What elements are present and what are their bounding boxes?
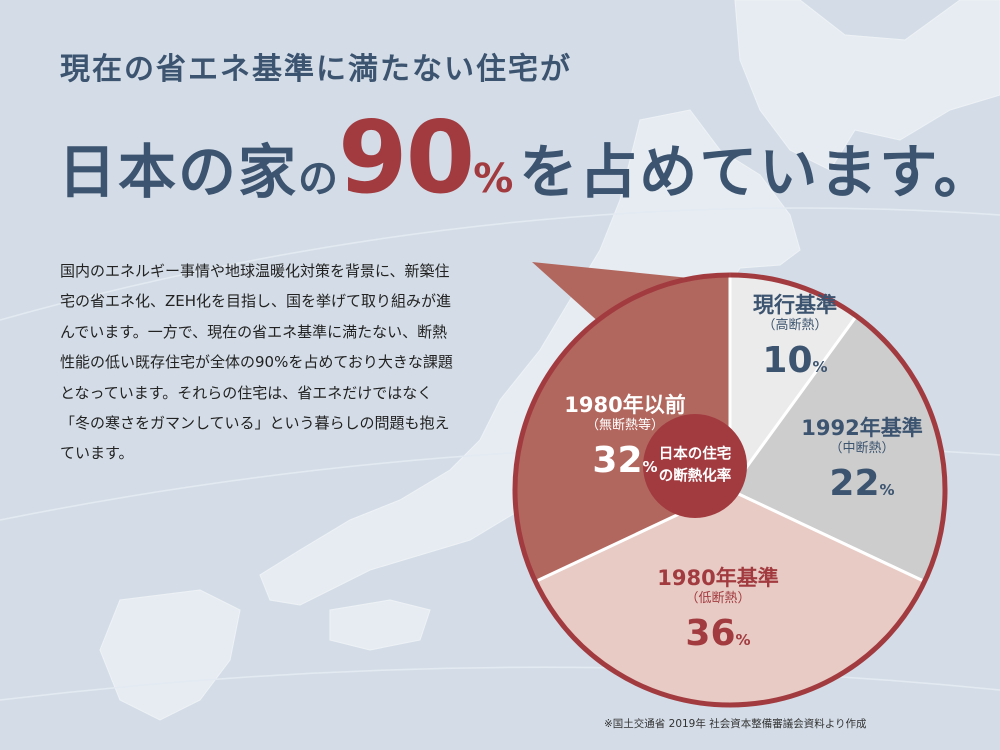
hokkaido-island bbox=[734, 0, 1000, 171]
slice-label-pre-1980: 1980年以前 （無断熱等） 32% bbox=[564, 392, 685, 482]
center-circle bbox=[643, 414, 747, 518]
slice-value-unit: % bbox=[735, 631, 751, 650]
slice-value-number: 10 bbox=[762, 340, 813, 382]
slice-sublabel: （高断熱） bbox=[762, 318, 828, 334]
slice-value: 32% bbox=[564, 439, 685, 482]
slice-value: 36% bbox=[657, 612, 778, 655]
headline-percent: % bbox=[473, 156, 514, 202]
source-note: ※国土交通省 2019年 社会資本整備審議会資料より作成 bbox=[604, 718, 867, 730]
pie-outline bbox=[512, 272, 948, 708]
headline-line-1: 現在の省エネ基準に満たない住宅が bbox=[60, 52, 572, 87]
body-paragraph: 国内のエネルギー事情や地球温暖化対策を背景に、新築住宅の省エネ化、ZEH化を目指… bbox=[60, 262, 453, 463]
headline-line-2: 日本の家の90% を占めています。 bbox=[58, 108, 993, 208]
slice-label-1980-standard: 1980年基準 （低断熱） 36% bbox=[657, 565, 778, 655]
slice-value-unit: % bbox=[642, 458, 658, 477]
slice-name: 現行基準 bbox=[753, 293, 837, 317]
callout-pointer bbox=[532, 262, 701, 323]
slice-name: 1980年以前 bbox=[564, 393, 686, 417]
slice-name: 1980年基準 bbox=[657, 566, 779, 590]
headline-occupies: を占めています。 bbox=[519, 138, 994, 206]
slice-value-number: 32 bbox=[592, 440, 643, 482]
slice-name: 1992年基準 bbox=[801, 416, 923, 440]
shikoku-island bbox=[329, 599, 431, 651]
slice-value-number: 22 bbox=[829, 463, 880, 505]
headline-particle: の bbox=[298, 156, 339, 202]
slice-value-unit: % bbox=[879, 481, 895, 500]
center-label-line-1: 日本の住宅 bbox=[658, 446, 732, 463]
slice-label-1992-standard: 1992年基準 （中断熱） 22% bbox=[801, 415, 922, 505]
slice-value-number: 36 bbox=[685, 613, 736, 655]
slice-sublabel: （無断熱等） bbox=[585, 418, 665, 434]
center-label: 日本の住宅 の断熱化率 bbox=[645, 444, 745, 489]
honshu-island bbox=[259, 109, 801, 606]
slice-value: 22% bbox=[801, 462, 922, 505]
slice-sublabel: （低断熱） bbox=[685, 591, 751, 607]
slice-sublabel: （中断熱） bbox=[829, 441, 895, 457]
slice-value: 10% bbox=[753, 339, 837, 382]
slice-value-unit: % bbox=[812, 358, 828, 377]
kyushu-island bbox=[99, 589, 241, 721]
slice-label-current-standard: 現行基準 （高断熱） 10% bbox=[753, 292, 837, 382]
headline-number: 90 bbox=[338, 99, 475, 216]
headline-japanese-homes: 日本の家 bbox=[58, 138, 299, 206]
center-label-line-2: の断熱化率 bbox=[658, 469, 732, 485]
